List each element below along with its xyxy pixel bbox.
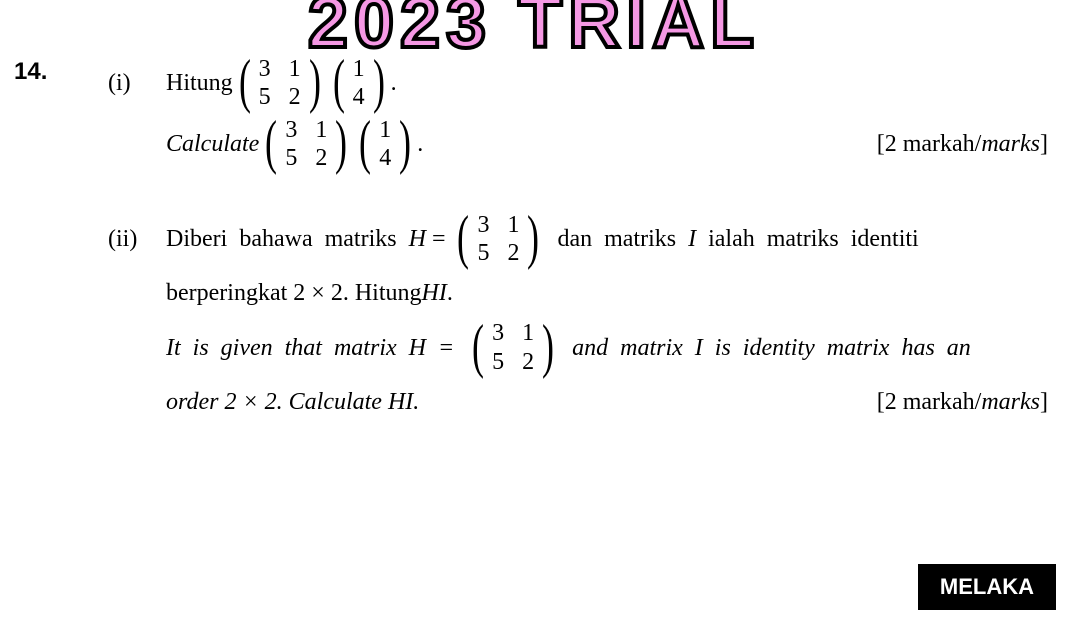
question-content: (i) Hitung ( 3 1 5 2 ) ( 1 <box>108 56 1048 459</box>
matrix-A: ( 3 1 5 2 ) <box>235 56 325 111</box>
period: . <box>447 272 453 314</box>
text: It is given that matrix H = <box>166 327 466 369</box>
cell: 3 <box>283 117 299 143</box>
cell: 2 <box>287 84 303 110</box>
matrix-A: ( 3 1 5 2 ) <box>468 320 558 375</box>
period: . <box>391 62 397 104</box>
part-body: Hitung ( 3 1 5 2 ) ( 1 4 <box>166 56 1048 172</box>
marks-tail: ] <box>1040 389 1048 415</box>
text: dan matriks <box>545 218 688 260</box>
var-H: H <box>409 218 426 260</box>
cell: 1 <box>313 117 329 143</box>
cell: 1 <box>351 56 367 82</box>
bm-line2: berperingkat 2 × 2. Hitung HI. <box>166 272 1048 314</box>
cell: 1 <box>287 56 303 82</box>
marks-italic: marks <box>981 389 1040 415</box>
text: Diberi bahawa matriks <box>166 218 409 260</box>
part-i: (i) Hitung ( 3 1 5 2 ) ( 1 <box>108 56 1048 172</box>
text: and matrix I is identity matrix has an <box>560 327 971 369</box>
cell: 2 <box>313 145 329 171</box>
cell: 5 <box>475 240 491 266</box>
en-line2: order 2 × 2. Calculate HI. [2 markah/mar… <box>166 381 1048 423</box>
text-hitung: Hitung <box>166 62 233 104</box>
text: order 2 × 2. Calculate HI. <box>166 381 419 423</box>
eq: = <box>426 218 452 260</box>
question-number: 14. <box>14 58 47 86</box>
cell: 1 <box>520 320 536 346</box>
cell: 3 <box>257 56 273 82</box>
text: berperingkat 2 × 2. Hitung <box>166 272 421 314</box>
marks: [2 markah/marks] <box>877 123 1048 165</box>
line-bm: Hitung ( 3 1 5 2 ) ( 1 4 <box>166 56 1048 111</box>
cell: 5 <box>257 84 273 110</box>
cell: 4 <box>377 145 393 171</box>
matrix-A: ( 3 1 5 2 ) <box>453 212 543 267</box>
cell: 5 <box>283 145 299 171</box>
bm-line1: Diberi bahawa matriks H = ( 3 1 5 2 ) da… <box>166 212 1048 267</box>
part-body: Diberi bahawa matriks H = ( 3 1 5 2 ) da… <box>166 212 1048 424</box>
cell: 2 <box>520 349 536 375</box>
cell: 3 <box>490 320 506 346</box>
part-label: (ii) <box>108 212 166 253</box>
header-title: 2023 TRIAL <box>0 0 1068 64</box>
part-ii: (ii) Diberi bahawa matriks H = ( 3 1 5 2… <box>108 212 1048 424</box>
cell: 4 <box>351 84 367 110</box>
matrix-B: ( 1 4 ) <box>329 56 389 111</box>
marks-text: [2 markah/ <box>877 389 982 415</box>
region-badge: MELAKA <box>918 564 1056 610</box>
matrix-B: ( 1 4 ) <box>355 117 415 172</box>
var-I: I <box>688 218 696 260</box>
marks-italic: marks <box>981 131 1040 157</box>
line-en: Calculate ( 3 1 5 2 ) ( 1 4 <box>166 117 1048 172</box>
cell: 3 <box>475 212 491 238</box>
marks: [2 markah/marks] <box>877 381 1048 423</box>
cell: 2 <box>505 240 521 266</box>
marks-text: [2 markah/ <box>877 131 982 157</box>
text-calculate: Calculate <box>166 123 259 165</box>
en-line1: It is given that matrix H = ( 3 1 5 2 ) … <box>166 320 1048 375</box>
part-label: (i) <box>108 56 166 97</box>
period: . <box>417 123 423 165</box>
var-HI: HI <box>421 272 446 314</box>
cell: 1 <box>505 212 521 238</box>
marks-tail: ] <box>1040 131 1048 157</box>
matrix-A: ( 3 1 5 2 ) <box>261 117 351 172</box>
cell: 5 <box>490 349 506 375</box>
cell: 1 <box>377 117 393 143</box>
text: ialah matriks identiti <box>696 218 919 260</box>
